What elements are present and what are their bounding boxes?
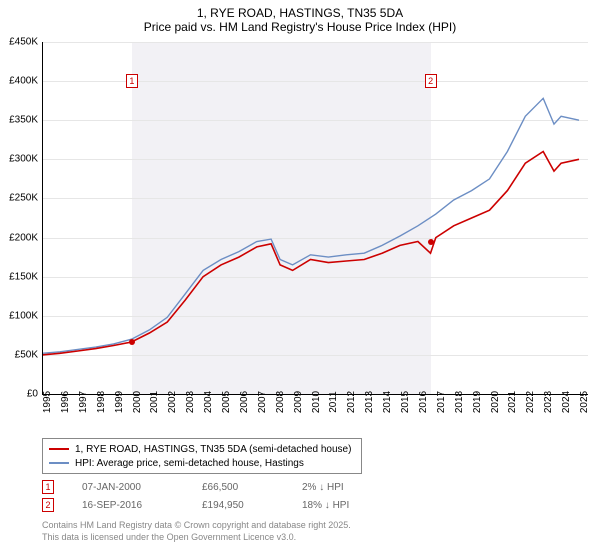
footer-line: This data is licensed under the Open Gov… — [42, 532, 351, 544]
annotation-diff: 2% ↓ HPI — [302, 482, 412, 493]
annotation-price: £194,950 — [202, 500, 302, 511]
annotation-diff: 18% ↓ HPI — [302, 500, 412, 511]
legend-label: HPI: Average price, semi-detached house,… — [75, 458, 304, 469]
y-tick-label: £200K — [9, 232, 38, 243]
x-tick-label: 2025 — [579, 391, 600, 413]
y-tick-label: £100K — [9, 310, 38, 321]
annotation-marker: 1 — [42, 480, 54, 494]
annotation-row: 1 07-JAN-2000 £66,500 2% ↓ HPI — [42, 478, 412, 496]
sale-dot — [129, 339, 135, 345]
sale-annotations: 1 07-JAN-2000 £66,500 2% ↓ HPI 2 16-SEP-… — [42, 478, 412, 514]
chart-title: 1, RYE ROAD, HASTINGS, TN35 5DA — [0, 6, 600, 20]
annotation-price: £66,500 — [202, 482, 302, 493]
y-tick-label: £0 — [27, 389, 38, 400]
series-line — [42, 98, 579, 353]
y-tick-label: £300K — [9, 154, 38, 165]
y-axis: £0£50K£100K£150K£200K£250K£300K£350K£400… — [0, 42, 42, 394]
y-tick-label: £400K — [9, 76, 38, 87]
annotation-row: 2 16-SEP-2016 £194,950 18% ↓ HPI — [42, 496, 412, 514]
y-tick-label: £250K — [9, 193, 38, 204]
y-axis-line — [42, 42, 43, 394]
legend-swatch — [49, 448, 69, 450]
legend: 1, RYE ROAD, HASTINGS, TN35 5DA (semi-de… — [42, 438, 362, 474]
chart-subtitle: Price paid vs. HM Land Registry's House … — [0, 20, 600, 34]
sale-dot — [428, 239, 434, 245]
legend-swatch — [49, 462, 69, 464]
chart-area: 12 £0£50K£100K£150K£200K£250K£300K£350K£… — [42, 42, 588, 394]
y-tick-label: £150K — [9, 271, 38, 282]
plot-area: 12 — [42, 42, 588, 394]
annotation-marker: 2 — [42, 498, 54, 512]
y-tick-label: £450K — [9, 37, 38, 48]
marker-box: 2 — [425, 74, 437, 88]
legend-item: 1, RYE ROAD, HASTINGS, TN35 5DA (semi-de… — [49, 442, 355, 456]
footer: Contains HM Land Registry data © Crown c… — [42, 520, 351, 543]
annotation-date: 07-JAN-2000 — [82, 482, 202, 493]
chart-title-block: 1, RYE ROAD, HASTINGS, TN35 5DA Price pa… — [0, 0, 600, 36]
legend-item: HPI: Average price, semi-detached house,… — [49, 456, 355, 470]
y-tick-label: £350K — [9, 115, 38, 126]
legend-label: 1, RYE ROAD, HASTINGS, TN35 5DA (semi-de… — [75, 444, 351, 455]
footer-line: Contains HM Land Registry data © Crown c… — [42, 520, 351, 532]
x-axis: 1995199619971998199920002001200220032004… — [42, 394, 588, 434]
annotation-date: 16-SEP-2016 — [82, 500, 202, 511]
y-tick-label: £50K — [15, 349, 38, 360]
marker-box: 1 — [126, 74, 138, 88]
series-line — [42, 152, 579, 355]
line-series-svg — [42, 42, 588, 394]
